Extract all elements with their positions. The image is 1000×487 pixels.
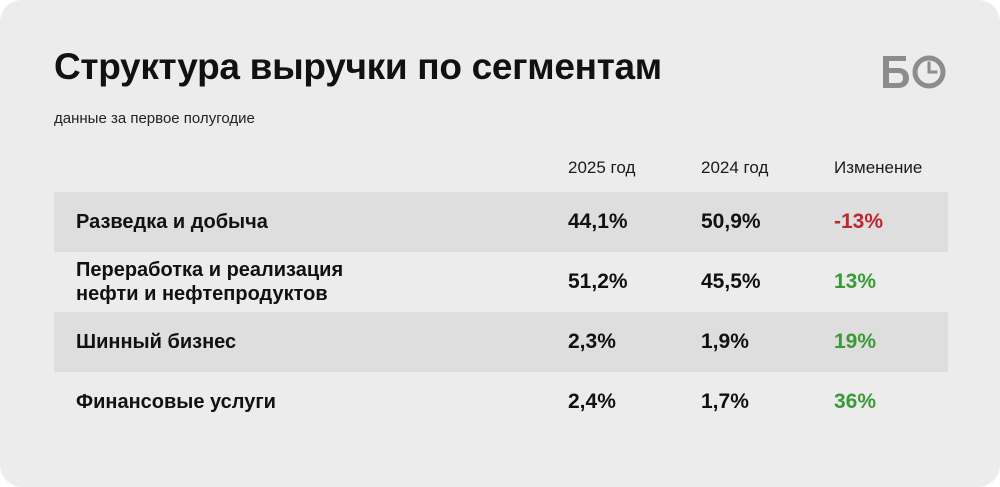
table-row: Переработка и реализация нефти и нефтепр… bbox=[54, 252, 948, 312]
value-change: 36% bbox=[834, 390, 877, 413]
bo-logo-icon bbox=[883, 55, 946, 89]
value-2025: 2,4% bbox=[568, 390, 616, 413]
value-2024: 45,5% bbox=[701, 270, 761, 293]
value-change: 13% bbox=[834, 270, 877, 293]
segment-label: Шинный бизнес bbox=[76, 331, 237, 353]
value-change: 19% bbox=[834, 330, 877, 353]
value-change: -13% bbox=[834, 210, 884, 233]
table-row: Финансовые услуги 2,4% 1,7% 36% bbox=[54, 372, 948, 432]
column-header-2024: 2024 год bbox=[701, 158, 769, 177]
column-header-2025: 2025 год bbox=[568, 158, 636, 177]
chart-subtitle: данные за первое полугодие bbox=[54, 110, 255, 127]
value-2025: 51,2% bbox=[568, 270, 628, 293]
table-row: Шинный бизнес 2,3% 1,9% 19% bbox=[54, 312, 948, 372]
segment-label: Финансовые услуги bbox=[76, 391, 276, 413]
chart-title: Структура выручки по сегментам bbox=[54, 46, 662, 87]
value-2025: 2,3% bbox=[568, 330, 616, 353]
table-row: Разведка и добыча 44,1% 50,9% -13% bbox=[54, 192, 948, 252]
segment-label: Разведка и добыча bbox=[76, 211, 268, 233]
column-header-change: Изменение bbox=[834, 158, 923, 177]
value-2024: 50,9% bbox=[701, 210, 761, 233]
segments-table: Разведка и добыча 44,1% 50,9% -13% Перер… bbox=[54, 192, 948, 432]
value-2025: 44,1% bbox=[568, 210, 628, 233]
value-2024: 1,7% bbox=[701, 390, 749, 413]
segment-label: Переработка и реализация нефти и нефтепр… bbox=[76, 259, 344, 305]
value-2024: 1,9% bbox=[701, 330, 749, 353]
